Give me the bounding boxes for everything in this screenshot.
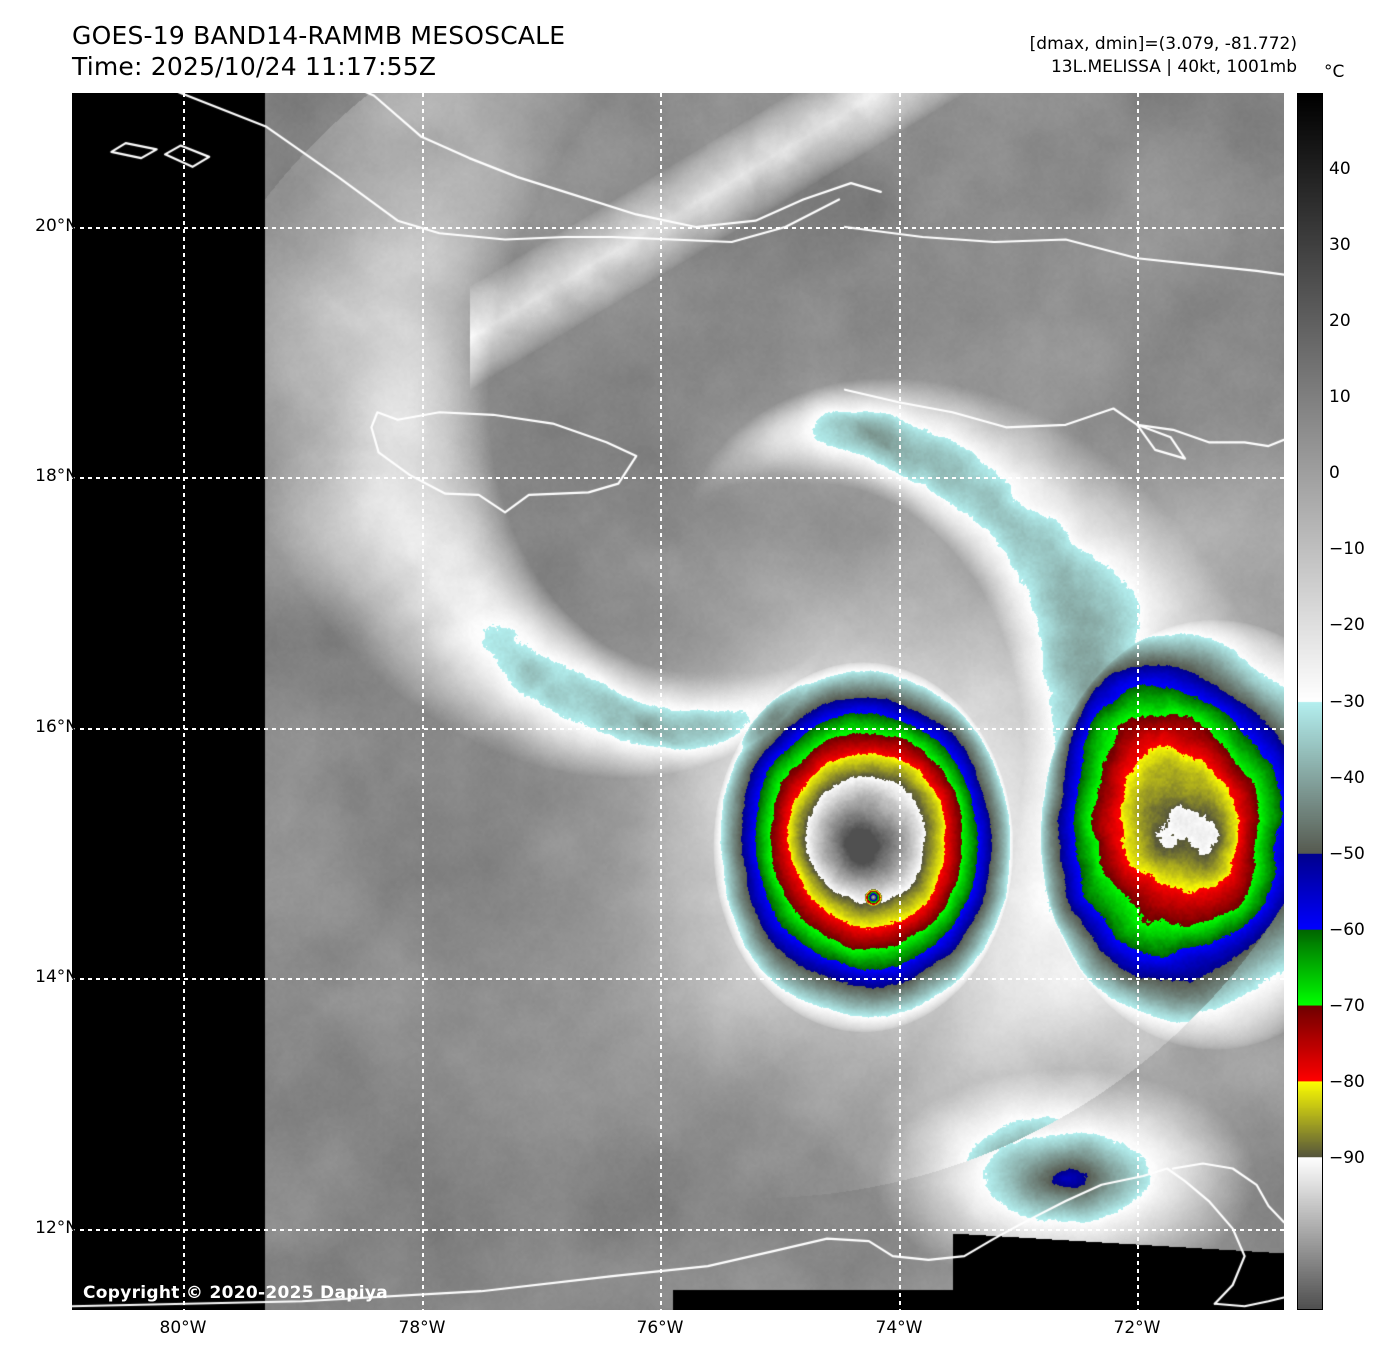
page-title: GOES-19 BAND14-RAMMB MESOSCALE Time: 202…	[72, 20, 565, 82]
metadata-block: [dmax, dmin]=(3.079, -81.772) 13L.MELISS…	[1030, 33, 1297, 79]
colorbar-tick-label: −90	[1329, 1147, 1365, 1168]
colorbar-tick-label: −60	[1329, 919, 1365, 940]
colorbar-tick-label: 10	[1329, 387, 1351, 408]
y-tick-label: 18°N	[35, 466, 78, 486]
x-tick-label: 76°W	[636, 1318, 684, 1338]
colorbar-tick-label: −20	[1329, 615, 1365, 636]
colorbar-tick-label: 0	[1329, 463, 1340, 484]
colorbar-tick-label: −80	[1329, 1071, 1365, 1092]
copyright-label: Copyright © 2020-2025 Dapiya	[83, 1283, 388, 1303]
colorbar-gradient	[1297, 93, 1323, 1310]
colorbar-tick-label: 30	[1329, 235, 1351, 256]
colorbar-tick-label: −40	[1329, 767, 1365, 788]
colorbar-tick-label: −70	[1329, 995, 1365, 1016]
y-tick-label: 12°N	[35, 1218, 78, 1238]
colorbar[interactable]	[1297, 93, 1323, 1310]
x-tick-label: 78°W	[398, 1318, 446, 1338]
colorbar-tick-label: −50	[1329, 843, 1365, 864]
colorbar-tick-label: −30	[1329, 691, 1365, 712]
colorbar-tick-label: 20	[1329, 311, 1351, 332]
colorbar-tick-label: −10	[1329, 539, 1365, 560]
y-tick-label: 16°N	[35, 717, 78, 737]
colorbar-tick-label: 40	[1329, 159, 1351, 180]
colorbar-unit-label: °C	[1324, 62, 1345, 82]
x-tick-label: 74°W	[875, 1318, 923, 1338]
timestamp-label: Time: 2025/10/24 11:17:55Z	[72, 52, 437, 81]
satellite-image-plot[interactable]	[72, 93, 1284, 1310]
satellite-imagery-canvas	[72, 93, 1284, 1310]
storm-info-label: 13L.MELISSA | 40kt, 1001mb	[1050, 57, 1297, 77]
x-tick-label: 80°W	[159, 1318, 207, 1338]
data-range-label: [dmax, dmin]=(3.079, -81.772)	[1029, 34, 1297, 54]
product-title: GOES-19 BAND14-RAMMB MESOSCALE	[72, 21, 566, 50]
x-tick-label: 72°W	[1113, 1318, 1161, 1338]
y-tick-label: 20°N	[35, 216, 78, 236]
y-tick-label: 14°N	[35, 967, 78, 987]
